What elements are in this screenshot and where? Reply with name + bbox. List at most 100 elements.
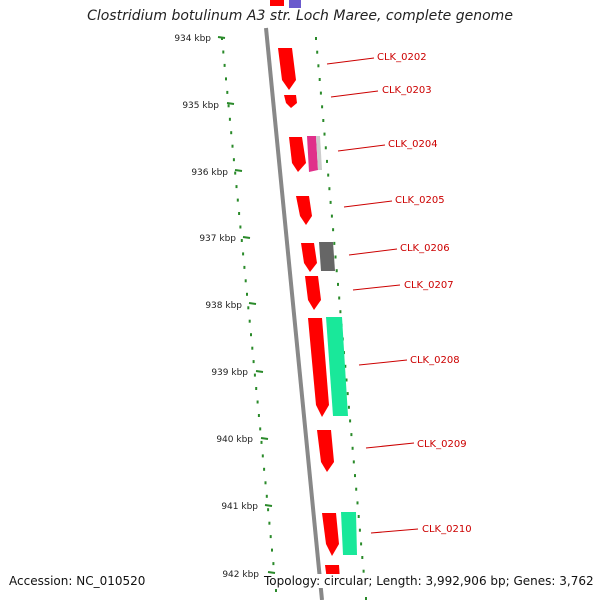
ruler-dot <box>268 521 271 525</box>
ruler-dot <box>323 132 326 136</box>
ruler-dot <box>334 255 337 259</box>
gene-companion-clk-0204b <box>316 136 322 170</box>
ruler-dot <box>230 131 233 135</box>
tick-mark <box>226 102 235 105</box>
tick-label: 935 kbp <box>182 101 219 111</box>
gene-companion-clk-0206 <box>319 242 335 271</box>
ruler-dot <box>337 282 339 286</box>
gene-label[interactable]: CLK_0202 <box>377 52 427 63</box>
genes <box>278 48 357 580</box>
label-leaders <box>326 57 419 534</box>
gene-companion-clk-0210 <box>341 512 357 555</box>
gene-arrow-clk-0202 <box>278 48 296 90</box>
map-title: Clostridium botulinum A3 str. Loch Maree… <box>87 8 513 24</box>
gene-companion-clk-0208 <box>326 317 348 416</box>
ruler-dot <box>232 158 235 162</box>
ruler-dot <box>335 269 338 273</box>
ruler-dot <box>317 64 320 68</box>
ruler-dot <box>338 296 341 300</box>
ruler-dot <box>330 214 333 218</box>
ruler-dot <box>351 446 354 450</box>
ruler-dot <box>248 319 251 323</box>
gene-arrow-clk-0208 <box>308 318 329 417</box>
gene-arrow-clk-0210 <box>322 513 339 556</box>
ruler-dot <box>328 187 331 191</box>
topology-text: Topology: circular; Length: 3,992,906 bp… <box>262 574 596 588</box>
ruler-dot <box>246 292 248 296</box>
ruler-dot <box>275 589 277 592</box>
gene-label[interactable]: CLK_0207 <box>404 280 454 291</box>
ruler-dot <box>360 542 363 546</box>
gene-label[interactable]: CLK_0203 <box>382 85 432 96</box>
tick-label: 936 kbp <box>191 168 228 178</box>
ruler-dot <box>327 173 330 177</box>
gene-label[interactable]: CLK_0209 <box>417 439 467 450</box>
ruler-dot <box>358 528 361 532</box>
leader-line <box>348 248 398 256</box>
ruler-dot <box>242 252 245 256</box>
ruler-dot <box>255 387 258 390</box>
ruler-dot <box>272 562 275 566</box>
ruler-dot <box>231 144 234 148</box>
ruler-dot <box>244 279 247 283</box>
ruler-dot <box>318 78 321 81</box>
ruler-dot <box>354 474 356 478</box>
ruler-dot <box>264 481 267 485</box>
ruler-dot <box>263 467 266 471</box>
tick-mark <box>217 36 226 39</box>
ruler-dot <box>350 433 353 437</box>
tick-label: 937 kbp <box>199 234 236 244</box>
tick-mark <box>260 437 269 440</box>
tick-marks <box>217 36 276 574</box>
tick-label: 939 kbp <box>211 368 248 378</box>
leader-line <box>326 57 375 65</box>
gene-label[interactable]: CLK_0206 <box>400 243 450 254</box>
leader-line <box>370 528 419 534</box>
gene-label[interactable]: CLK_0210 <box>422 524 472 535</box>
leader-line <box>358 359 408 366</box>
ruler-dot <box>329 200 332 204</box>
leader-line <box>352 284 401 291</box>
ruler-dot <box>251 346 254 350</box>
ruler-dot <box>238 212 241 215</box>
tick-mark <box>255 370 264 373</box>
ruler-dot <box>361 556 364 559</box>
gene-label[interactable]: CLK_0205 <box>395 195 445 206</box>
gene-arrow-clk-0209 <box>317 430 334 472</box>
ruler-dot <box>332 228 335 232</box>
gene-labels: CLK_0202 CLK_0203 CLK_0204 CLK_0205 CLK_… <box>377 52 472 535</box>
partial-gene-top-purple <box>289 0 301 8</box>
gene-label[interactable]: CLK_0208 <box>410 355 460 366</box>
ruler-dot <box>347 405 350 409</box>
ruler-dot <box>269 535 272 539</box>
gene-arrow-clk-0206 <box>301 243 317 272</box>
ruler-dot <box>222 50 225 54</box>
ruler-dot <box>352 460 355 464</box>
gene-companion-clk-0204 <box>307 136 318 172</box>
ruler-dot <box>349 419 352 423</box>
ruler-dot <box>225 77 227 81</box>
ruler-dot <box>322 119 325 122</box>
tick-mark <box>248 302 257 305</box>
gene-label[interactable]: CLK_0204 <box>388 139 438 150</box>
ruler-dot <box>250 333 252 337</box>
gene-arrow-clk-0204 <box>289 137 306 172</box>
gene-arrow-clk-0207 <box>305 276 321 310</box>
ruler-dot <box>326 159 328 163</box>
tick-label: 938 kbp <box>205 301 242 311</box>
tick-label: 934 kbp <box>174 34 211 44</box>
ruler-dot <box>226 90 229 94</box>
ruler-dot <box>260 440 263 444</box>
ruler-dot <box>346 392 349 396</box>
ruler-dot <box>252 360 255 364</box>
ruler-dot <box>339 310 342 314</box>
ruler-dot <box>257 414 260 417</box>
ruler-dot <box>227 104 230 108</box>
tick-mark <box>242 236 251 239</box>
ruler-dot <box>253 373 256 377</box>
ruler-dot <box>228 117 231 121</box>
genome-backbone <box>264 27 324 600</box>
ruler-dot <box>365 597 367 600</box>
ruler-dot <box>362 569 365 573</box>
ruler-dot <box>356 501 359 505</box>
